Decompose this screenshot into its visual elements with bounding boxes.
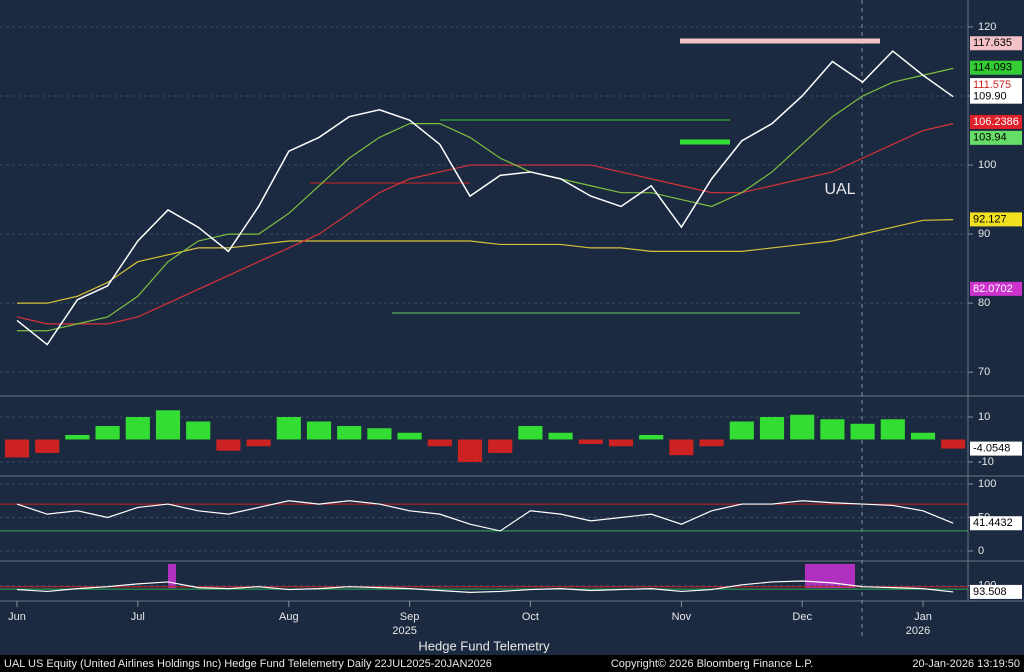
price-label: -4.0548 — [973, 443, 1010, 455]
bar — [910, 432, 936, 440]
y-tick-label: 100 — [978, 159, 996, 171]
price-label: 109.90 — [973, 91, 1007, 103]
price-label: 41.4432 — [973, 517, 1013, 529]
price-label: 114.093 — [973, 62, 1012, 74]
bar — [367, 428, 392, 440]
bar — [850, 423, 875, 440]
price-label-bg — [970, 212, 1022, 227]
y-tick-label: 10 — [978, 411, 990, 423]
bar — [125, 417, 150, 440]
bar — [608, 439, 634, 447]
year-label: 2026 — [906, 625, 930, 637]
ticker-annotation: UAL — [824, 181, 855, 198]
bar — [427, 439, 452, 447]
footer-center: Copyright© 2026 Bloomberg Finance L.P. — [611, 658, 813, 670]
y-tick-label: 0 — [978, 545, 984, 557]
price-label: 117.635 — [973, 37, 1012, 49]
price-label-bg — [970, 89, 1022, 104]
bar — [276, 417, 301, 440]
price-label: 103.94 — [973, 132, 1007, 144]
price-label-bg — [970, 516, 1022, 531]
x-tick-label: Jan — [914, 611, 932, 623]
price-label-bg — [970, 281, 1022, 296]
footer-bar — [0, 655, 1024, 672]
bar — [820, 419, 845, 440]
footer-right: 20-Jan-2026 13:19:50 — [912, 658, 1020, 670]
bar — [669, 439, 694, 456]
x-tick-label: Aug — [279, 611, 299, 623]
highlight — [805, 564, 855, 588]
price-label-bg — [970, 441, 1022, 456]
bar — [216, 439, 241, 451]
x-tick-label: Jul — [131, 611, 145, 623]
bar — [306, 421, 332, 440]
bar — [488, 439, 513, 453]
x-tick-label: Sep — [400, 611, 420, 623]
x-tick-label: Dec — [792, 611, 812, 623]
bar — [578, 439, 603, 444]
bar — [155, 410, 181, 440]
bar — [941, 439, 966, 449]
x-tick-label: Jun — [8, 611, 26, 623]
bar — [65, 434, 90, 440]
price-label-bg — [970, 584, 1022, 599]
bar — [337, 425, 362, 440]
price-label: 106.2386 — [973, 116, 1019, 128]
bar — [729, 421, 754, 440]
bar — [95, 425, 120, 440]
bar — [35, 439, 60, 453]
bar — [880, 419, 905, 440]
highlight — [168, 564, 176, 588]
bar — [186, 421, 211, 440]
bar — [457, 439, 483, 462]
bar — [759, 417, 785, 440]
price-label-bg — [970, 130, 1022, 145]
series-line — [16, 500, 954, 532]
background — [0, 0, 1024, 655]
price-label-bg — [970, 36, 1022, 51]
bar — [246, 439, 271, 447]
bar — [639, 434, 664, 440]
series-line — [16, 50, 954, 346]
year-label: 2025 — [392, 625, 416, 637]
bar — [548, 432, 573, 440]
price-label: 111.575 — [973, 79, 1011, 91]
y-tick-label: 70 — [978, 366, 990, 378]
bar — [397, 432, 422, 440]
y-tick-label: 120 — [978, 21, 996, 33]
series-line — [17, 218, 954, 304]
footer-left: UAL US Equity (United Airlines Holdings … — [4, 658, 492, 670]
y-tick-label: 80 — [978, 297, 990, 309]
subtitle: Hedge Fund Telemetry — [418, 638, 550, 653]
y-tick-label: 90 — [978, 228, 990, 240]
series-line — [16, 580, 954, 594]
bar — [4, 439, 30, 458]
price-label: 92.127 — [973, 213, 1007, 225]
series-line — [17, 67, 954, 332]
price-label-bg — [970, 114, 1022, 129]
x-tick-label: Oct — [522, 611, 539, 623]
bar — [699, 439, 724, 447]
y-tick-label: 100 — [978, 478, 996, 490]
price-label-bg — [970, 78, 1022, 93]
x-tick-label: Nov — [672, 611, 692, 623]
price-label: 82.0702 — [973, 283, 1013, 295]
bar — [790, 414, 815, 440]
y-tick-label: -10 — [978, 456, 994, 468]
price-label-bg — [970, 60, 1022, 75]
series-line — [16, 123, 954, 325]
bar — [518, 425, 543, 440]
price-label: 93.508 — [973, 586, 1007, 598]
